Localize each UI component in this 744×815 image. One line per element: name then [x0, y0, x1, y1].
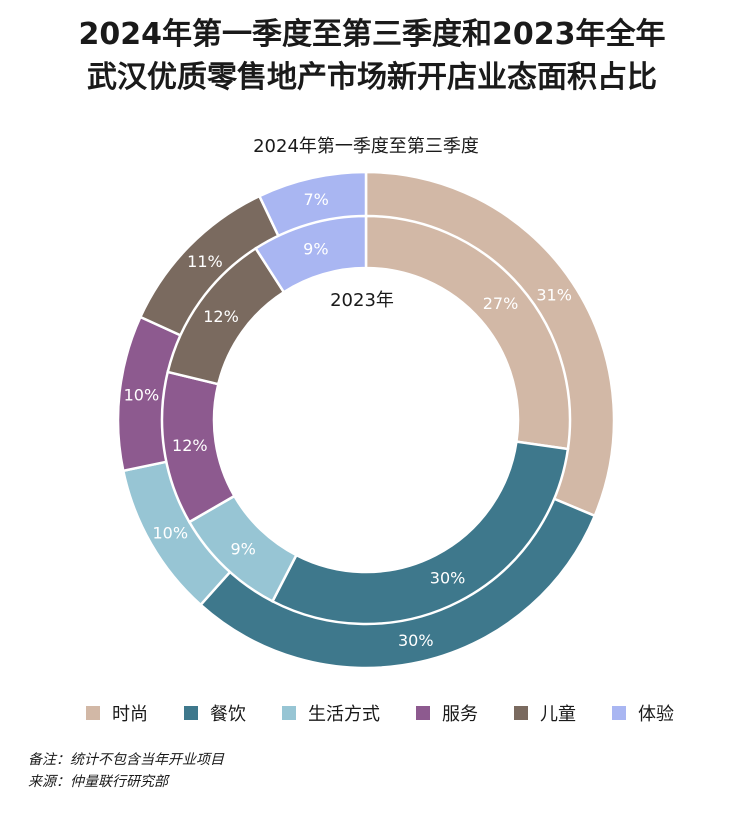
footnote-remark: 备注：统计不包含当年开业项目: [28, 752, 224, 768]
outer-ring-label-dining: 30%: [398, 631, 434, 650]
outer-ring-caption: 2024年第一季度至第三季度: [253, 136, 479, 157]
legend-swatch-dining: [184, 706, 198, 720]
inner-ring-label-experience: 9%: [303, 240, 328, 259]
legend-swatch-children: [514, 706, 528, 720]
legend-label-services: 服务: [442, 704, 478, 725]
legend-item-dining: 餐饮: [184, 700, 246, 726]
legend-label-fashion: 时尚: [112, 704, 148, 725]
outer-ring-label-children: 11%: [187, 252, 223, 271]
legend-item-children: 儿童: [514, 700, 576, 726]
legend-item-experience: 体验: [612, 700, 674, 726]
legend-swatch-fashion: [86, 706, 100, 720]
legend-item-fashion: 时尚: [86, 700, 148, 726]
outer-ring-label-fashion: 31%: [536, 285, 572, 304]
chart-title-line2: 武汉优质零售地产市场新开店业态面积占比: [87, 60, 657, 95]
outer-ring-label-services: 10%: [124, 385, 160, 404]
legend-item-services: 服务: [416, 700, 478, 726]
footnote-source: 来源：仲量联行研究部: [28, 774, 168, 790]
outer-ring-label-experience: 7%: [304, 190, 329, 209]
legend-label-dining: 餐饮: [210, 704, 246, 725]
inner-ring-label-fashion: 27%: [483, 294, 519, 313]
inner-ring-label-services: 12%: [172, 436, 208, 455]
legend-label-lifestyle: 生活方式: [308, 704, 380, 725]
outer-ring-label-lifestyle: 10%: [152, 524, 188, 543]
donut-chart: 2024年第一季度至第三季度 31% 30% 10% 10% 11% 7% 27% 30% 9% 1…: [116, 136, 616, 670]
legend-swatch-services: [416, 706, 430, 720]
chart-title-line1: 2024年第一季度至第三季度和2023年全年: [78, 17, 666, 52]
legend-swatch-experience: [612, 706, 626, 720]
legend-swatch-lifestyle: [282, 706, 296, 720]
legend: 时尚 餐饮 生活方式 服务 儿童 体验: [86, 700, 710, 726]
inner-ring-slice-experience: [253, 214, 368, 294]
legend-item-lifestyle: 生活方式: [282, 700, 380, 726]
inner-ring-caption: 2023年: [330, 290, 394, 311]
legend-label-children: 儿童: [540, 704, 576, 725]
inner-ring-label-dining: 30%: [430, 569, 466, 588]
inner-ring-label-lifestyle: 9%: [230, 539, 255, 558]
inner-ring-label-children: 12%: [203, 307, 239, 326]
legend-label-experience: 体验: [638, 704, 674, 725]
